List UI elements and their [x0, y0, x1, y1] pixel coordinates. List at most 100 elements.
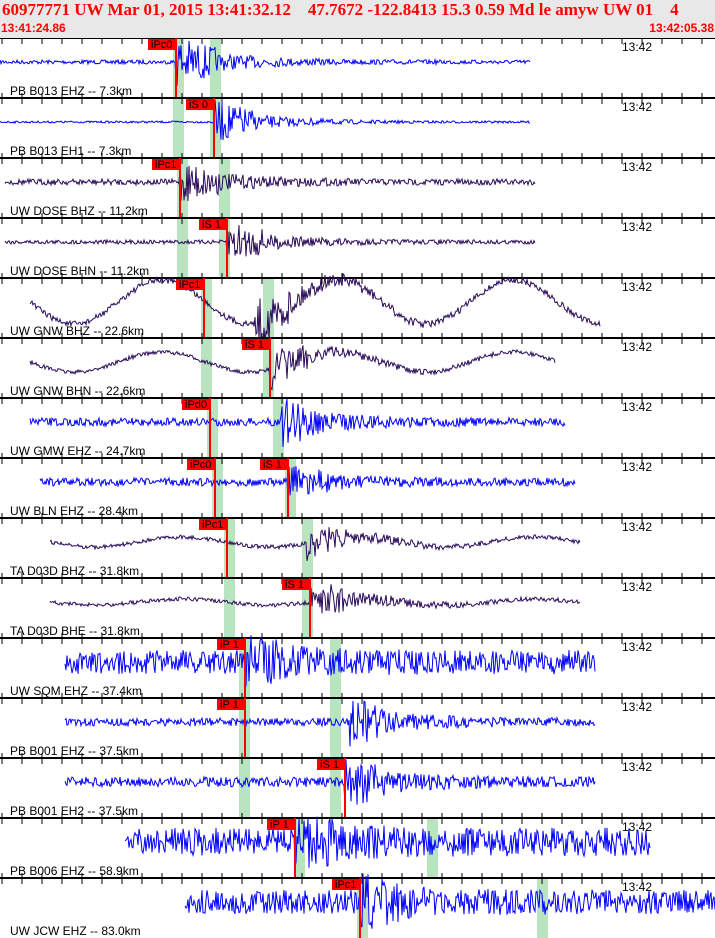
- pick-label[interactable]: iP 1: [220, 639, 239, 651]
- seismogram-panel[interactable]: iPc0 13:42 PB B013 EHZ -- 7.3km iS 0 13:42 PB…: [0, 38, 715, 938]
- waveform: [124, 816, 651, 869]
- pick-window: [173, 98, 184, 158]
- waveform: [29, 273, 601, 344]
- pick-label-bg[interactable]: [282, 579, 310, 590]
- time-mark: 13:42: [622, 520, 652, 534]
- waveform: [0, 99, 531, 141]
- pick-label-bg[interactable]: [332, 879, 360, 890]
- pick-label-bg[interactable]: [217, 639, 245, 650]
- pick-label-bg[interactable]: [182, 399, 210, 410]
- time-mark: 13:42: [622, 760, 652, 774]
- trace-row[interactable]: iS 1 13:42 UW GNW BHN -- 22.6km: [0, 333, 715, 398]
- trace-row[interactable]: iPd0 13:42 UW GMW EHZ -- 24.7km: [0, 393, 715, 458]
- waveform: [29, 398, 566, 447]
- trace-row[interactable]: iS 0 13:42 PB B013 EH1 -- 7.3km: [0, 93, 715, 158]
- time-mark: 13:42: [622, 820, 652, 834]
- pick-label[interactable]: iPc0: [151, 39, 172, 51]
- pick-label[interactable]: iP 1: [270, 819, 289, 831]
- pick-window: [294, 818, 305, 878]
- pick-label[interactable]: iPc1: [202, 519, 223, 531]
- pick-label[interactable]: iS 1: [320, 759, 339, 771]
- station-label: PB B013 EH1 -- 7.3km: [10, 144, 131, 158]
- pick-label[interactable]: iP 1: [220, 699, 239, 711]
- trace-row[interactable]: iP 1 13:42 UW SQM EHZ -- 37.4km: [0, 633, 715, 698]
- time-mark: 13:42: [622, 700, 652, 714]
- pick-window: [239, 758, 250, 818]
- station-label: PB B006 EHZ -- 58.9km: [10, 864, 139, 878]
- pick-window: [224, 578, 235, 638]
- pick-label-bg[interactable]: [199, 219, 227, 230]
- pick-window: [263, 278, 274, 338]
- waveform: [184, 873, 715, 929]
- pick-window: [302, 518, 313, 578]
- trace-row[interactable]: iS 1 13:42 UW DOSE BHN -- 11.2km: [0, 213, 715, 278]
- station-label: UW SQM EHZ -- 37.4km: [10, 684, 142, 698]
- pick-label-bg[interactable]: [242, 339, 270, 350]
- trace-row[interactable]: iS 1 13:42 PB B001 EH2 -- 37.5km: [0, 753, 715, 818]
- time-mark: 13:42: [622, 160, 652, 174]
- time-end: 13:42:05.38: [649, 21, 714, 35]
- pick-label-bg[interactable]: [148, 39, 176, 50]
- pick-label[interactable]: iPc1: [155, 159, 176, 171]
- station-label: PB B001 EH2 -- 37.5km: [10, 804, 138, 818]
- pick-label-bg[interactable]: [267, 819, 295, 830]
- trace-row[interactable]: iP 1 13:42 PB B001 EHZ -- 37.5km: [0, 693, 715, 758]
- pick-window: [330, 698, 341, 758]
- pick-label[interactable]: iS 1: [245, 339, 264, 351]
- waveform: [4, 165, 536, 202]
- pick-window: [219, 158, 230, 218]
- pick-window: [207, 398, 218, 458]
- trace-row[interactable]: iPc1 13:42 UW DOSE BHZ -- 11.2km: [0, 153, 715, 218]
- pick-label-bg[interactable]: [187, 459, 215, 470]
- pick-label[interactable]: iS 1: [263, 459, 282, 471]
- time-mark: 13:42: [622, 640, 652, 654]
- trace-row[interactable]: iPc1 13:42 TA D03D BHZ -- 31.8km: [0, 513, 715, 578]
- trace-row[interactable]: iPc1 13:42 UW JCW EHZ -- 83.0km: [0, 873, 715, 938]
- time-start: 13:41:24.86: [1, 21, 66, 35]
- pick-label-bg[interactable]: [176, 279, 204, 290]
- pick-label[interactable]: iS 1: [202, 219, 221, 231]
- time-mark: 13:42: [622, 580, 652, 594]
- pick-label[interactable]: iPc1: [179, 279, 200, 291]
- event-title: 60977771 UW Mar 01, 2015 13:41:32.12 47.…: [2, 0, 679, 19]
- station-label: UW GNW BHN -- 22.6km: [10, 384, 145, 398]
- waveform: [64, 700, 596, 747]
- station-label: TA D03D BHE -- 31.8km: [10, 624, 140, 638]
- pick-window: [273, 398, 284, 458]
- station-label: PB B001 EHZ -- 37.5km: [10, 744, 139, 758]
- pick-window: [219, 218, 230, 278]
- time-mark: 13:42: [622, 460, 652, 474]
- trace-row[interactable]: iPc0 iS 1 13:42 UW BLN EHZ -- 28.4km: [0, 453, 715, 518]
- station-label: UW BLN EHZ -- 28.4km: [10, 504, 138, 518]
- station-label: UW GMW EHZ -- 24.7km: [10, 444, 145, 458]
- waveform: [0, 40, 531, 86]
- trace-row[interactable]: iPc0 13:42 PB B013 EHZ -- 7.3km: [0, 38, 715, 98]
- time-mark: 13:42: [622, 280, 652, 294]
- station-label: TA D03D BHZ -- 31.8km: [10, 564, 139, 578]
- pick-label[interactable]: iPd0: [185, 399, 207, 411]
- time-mark: 13:42: [622, 880, 652, 894]
- trace-row[interactable]: iP 1 13:42 PB B006 EHZ -- 58.9km: [0, 813, 715, 878]
- station-label: UW DOSE BHZ -- 11.2km: [10, 204, 148, 218]
- trace-row[interactable]: iS 1 13:42 TA D03D BHE -- 31.8km: [0, 573, 715, 638]
- waveform: [29, 345, 556, 391]
- pick-label-bg[interactable]: [317, 759, 345, 770]
- pick-window: [177, 218, 188, 278]
- time-mark: 13:42: [622, 40, 652, 54]
- station-label: PB B013 EHZ -- 7.3km: [10, 84, 132, 98]
- pick-window: [302, 578, 313, 638]
- waveform: [64, 759, 596, 808]
- waveform: [49, 584, 581, 614]
- trace-row[interactable]: iPc1 13:42 UW GNW BHZ -- 22.6km: [0, 273, 715, 344]
- pick-label-bg[interactable]: [260, 459, 288, 470]
- pick-window: [210, 38, 221, 98]
- pick-label[interactable]: iS 1: [285, 579, 304, 591]
- pick-label[interactable]: iS 0: [189, 99, 208, 111]
- pick-label[interactable]: iPc0: [190, 459, 211, 471]
- pick-label-bg[interactable]: [217, 699, 245, 710]
- waveform: [4, 225, 536, 257]
- pick-label[interactable]: iPc1: [335, 879, 356, 891]
- pick-label-bg[interactable]: [152, 159, 180, 170]
- pick-label-bg[interactable]: [186, 99, 214, 110]
- pick-label-bg[interactable]: [199, 519, 227, 530]
